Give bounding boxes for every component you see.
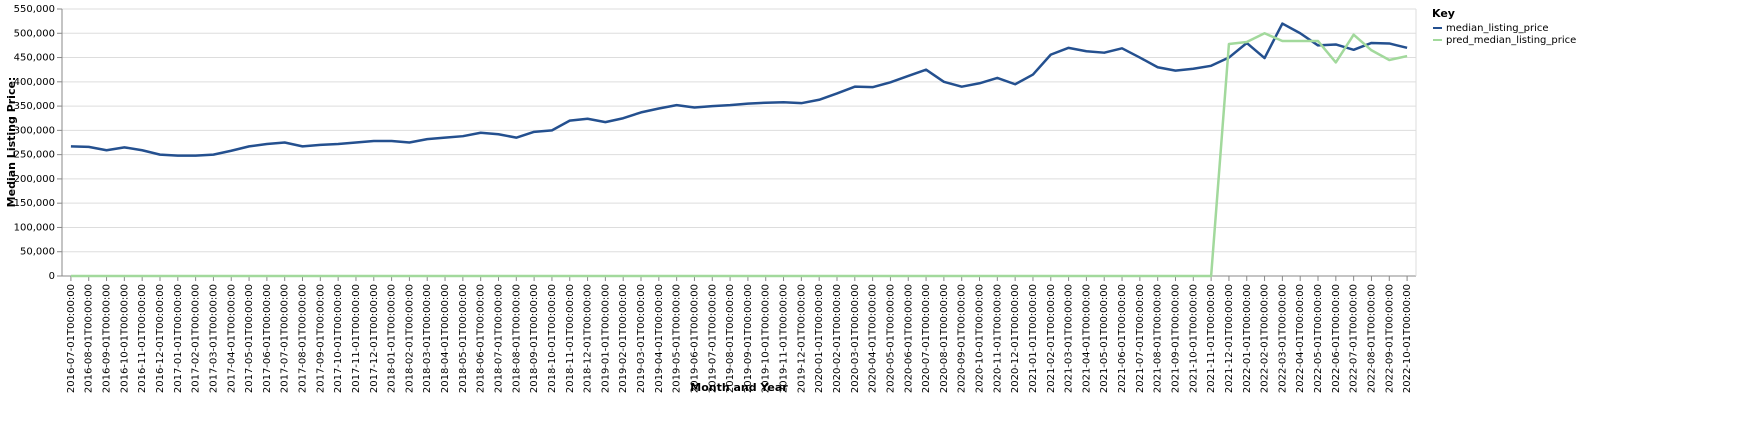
x-tick-label: 2019-02-01T00:00:00 (618, 284, 629, 393)
x-tick-label: 2016-10-01T00:00:00 (119, 284, 130, 393)
x-tick-label: 2020-09-01T00:00:00 (957, 284, 968, 393)
y-tick-label: 300,000 (14, 125, 55, 136)
x-tick-label: 2017-01-01T00:00:00 (173, 284, 184, 393)
x-tick-label: 2020-03-01T00:00:00 (850, 284, 861, 393)
x-tick-label: 2017-07-01T00:00:00 (280, 284, 291, 393)
y-tick-label: 450,000 (14, 53, 55, 64)
x-tick-label: 2019-04-01T00:00:00 (654, 284, 665, 393)
x-tick-label: 2019-11-01T00:00:00 (779, 284, 790, 393)
x-tick-label: 2017-10-01T00:00:00 (333, 284, 344, 393)
x-tick-label: 2021-07-01T00:00:00 (1135, 284, 1146, 393)
y-tick-label: 200,000 (14, 174, 55, 185)
x-tick-label: 2017-03-01T00:00:00 (208, 284, 219, 393)
x-tick-label: 2018-07-01T00:00:00 (493, 284, 504, 393)
x-axis-title: Month and Year (690, 381, 788, 394)
x-tick-label: 2021-12-01T00:00:00 (1224, 284, 1235, 393)
x-tick-label: 2016-09-01T00:00:00 (102, 284, 113, 393)
legend-label: pred_median_listing_price (1446, 35, 1576, 46)
x-tick-label: 2021-06-01T00:00:00 (1117, 284, 1128, 393)
x-tick-label: 2018-10-01T00:00:00 (547, 284, 558, 393)
x-tick-label: 2020-11-01T00:00:00 (992, 284, 1003, 393)
x-tick-label: 2022-06-01T00:00:00 (1331, 284, 1342, 393)
x-tick-label: 2022-05-01T00:00:00 (1313, 284, 1324, 393)
series-line (70, 22, 1408, 157)
x-tick-label: 2022-01-01T00:00:00 (1242, 284, 1253, 393)
y-tick-label: 550,000 (14, 4, 55, 15)
x-tick-label: 2020-01-01T00:00:00 (814, 284, 825, 393)
x-tick-label: 2019-01-01T00:00:00 (600, 284, 611, 393)
x-tick-label: 2022-07-01T00:00:00 (1349, 284, 1360, 393)
x-tick-label: 2021-10-01T00:00:00 (1188, 284, 1199, 393)
x-tick-label: 2021-03-01T00:00:00 (1064, 284, 1075, 393)
x-tick-label: 2019-05-01T00:00:00 (672, 284, 683, 393)
x-tick-label: 2019-12-01T00:00:00 (796, 284, 807, 393)
x-tick-label: 2020-08-01T00:00:00 (939, 284, 950, 393)
x-tick-label: 2020-05-01T00:00:00 (885, 284, 896, 393)
x-tick-label: 2021-04-01T00:00:00 (1081, 284, 1092, 393)
y-tick-label: 350,000 (14, 101, 55, 112)
x-tick-label: 2022-03-01T00:00:00 (1277, 284, 1288, 393)
x-tick-label: 2019-09-01T00:00:00 (743, 284, 754, 393)
x-tick-label: 2019-08-01T00:00:00 (725, 284, 736, 393)
x-tick-label: 2020-06-01T00:00:00 (903, 284, 914, 393)
x-tick-label: 2017-05-01T00:00:00 (244, 284, 255, 393)
x-tick-label: 2022-10-01T00:00:00 (1402, 284, 1413, 393)
x-tick-label: 2021-09-01T00:00:00 (1170, 284, 1181, 393)
x-tick-label: 2020-07-01T00:00:00 (921, 284, 932, 393)
x-tick-label: 2021-08-01T00:00:00 (1153, 284, 1164, 393)
x-tick-label: 2020-04-01T00:00:00 (868, 284, 879, 393)
x-tick-label: 2017-09-01T00:00:00 (315, 284, 326, 393)
x-tick-label: 2018-04-01T00:00:00 (440, 284, 451, 393)
x-tick-label: 2021-02-01T00:00:00 (1046, 284, 1057, 393)
x-tick-label: 2022-09-01T00:00:00 (1384, 284, 1395, 393)
y-tick-label: 100,000 (14, 222, 55, 233)
x-tick-label: 2017-02-01T00:00:00 (191, 284, 202, 393)
x-tick-label: 2019-10-01T00:00:00 (761, 284, 772, 393)
x-tick-label: 2020-12-01T00:00:00 (1010, 284, 1021, 393)
y-tick-label: 500,000 (14, 28, 55, 39)
x-tick-label: 2017-08-01T00:00:00 (298, 284, 309, 393)
x-tick-label: 2018-09-01T00:00:00 (529, 284, 540, 393)
x-tick-label: 2016-12-01T00:00:00 (155, 284, 166, 393)
legend-label: median_listing_price (1446, 23, 1549, 34)
x-tick-label: 2021-05-01T00:00:00 (1099, 284, 1110, 393)
series-line (70, 32, 1408, 278)
x-tick-label: 2018-05-01T00:00:00 (458, 284, 469, 393)
y-tick-label: 50,000 (20, 247, 55, 258)
x-tick-label: 2022-02-01T00:00:00 (1260, 284, 1271, 393)
x-tick-label: 2018-01-01T00:00:00 (387, 284, 398, 393)
x-tick-label: 2017-12-01T00:00:00 (369, 284, 380, 393)
y-tick-label: 250,000 (14, 150, 55, 161)
x-tick-label: 2016-07-01T00:00:00 (66, 284, 77, 393)
x-tick-label: 2017-11-01T00:00:00 (351, 284, 362, 393)
x-tick-label: 2017-06-01T00:00:00 (262, 284, 273, 393)
x-tick-label: 2017-04-01T00:00:00 (226, 284, 237, 393)
x-tick-label: 2018-06-01T00:00:00 (476, 284, 487, 393)
x-tick-label: 2018-12-01T00:00:00 (583, 284, 594, 393)
x-tick-label: 2018-03-01T00:00:00 (422, 284, 433, 393)
x-tick-label: 2016-11-01T00:00:00 (137, 284, 148, 393)
x-tick-label: 2019-06-01T00:00:00 (689, 284, 700, 393)
x-tick-label: 2018-02-01T00:00:00 (404, 284, 415, 393)
x-tick-label: 2019-03-01T00:00:00 (636, 284, 647, 393)
x-tick-label: 2018-11-01T00:00:00 (565, 284, 576, 393)
x-tick-label: 2019-07-01T00:00:00 (707, 284, 718, 393)
x-tick-label: 2020-10-01T00:00:00 (975, 284, 986, 393)
y-tick-label: 150,000 (14, 198, 55, 209)
x-tick-label: 2018-08-01T00:00:00 (511, 284, 522, 393)
x-tick-label: 2016-08-01T00:00:00 (84, 284, 95, 393)
x-tick-label: 2022-08-01T00:00:00 (1366, 284, 1377, 393)
legend-title: Key (1432, 7, 1455, 20)
y-tick-label: 0 (49, 271, 55, 282)
y-axis-title: Median Listing Price: (5, 77, 18, 208)
x-tick-label: 2021-01-01T00:00:00 (1028, 284, 1039, 393)
x-tick-label: 2022-04-01T00:00:00 (1295, 284, 1306, 393)
y-tick-label: 400,000 (14, 77, 55, 88)
x-tick-label: 2020-02-01T00:00:00 (832, 284, 843, 393)
x-tick-label: 2021-11-01T00:00:00 (1206, 284, 1217, 393)
